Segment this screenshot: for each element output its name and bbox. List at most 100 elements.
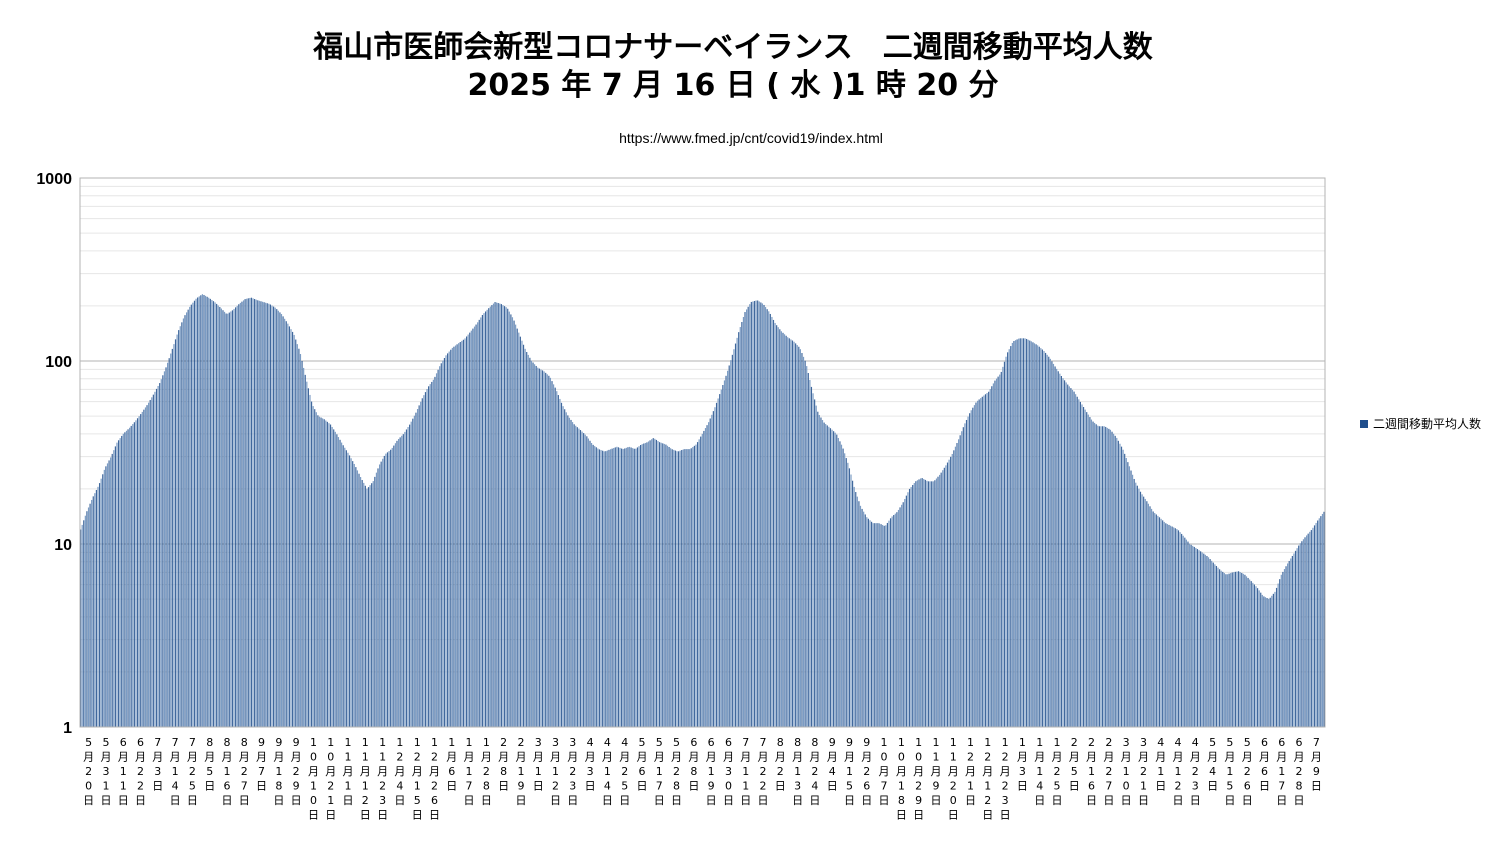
bar	[619, 447, 621, 727]
bar	[625, 447, 627, 727]
bar	[793, 341, 795, 727]
bar	[122, 433, 124, 727]
bar	[497, 303, 499, 727]
bar	[220, 308, 222, 727]
bar	[720, 389, 722, 727]
bar	[929, 481, 931, 727]
bar	[488, 308, 490, 727]
bar	[904, 498, 906, 727]
bar	[1181, 533, 1183, 727]
bar	[788, 338, 790, 727]
bar	[874, 523, 876, 727]
bar	[1256, 588, 1259, 727]
bar	[1002, 366, 1004, 727]
bar	[238, 304, 240, 727]
bar	[1010, 346, 1012, 727]
bar	[1294, 550, 1297, 727]
bar	[1026, 338, 1028, 727]
bar	[1084, 409, 1086, 727]
bar	[355, 467, 357, 727]
bar	[524, 348, 526, 727]
bar	[1279, 579, 1281, 727]
bar	[1242, 573, 1244, 727]
bar	[462, 339, 465, 727]
bar	[698, 439, 700, 727]
bar	[1147, 503, 1150, 727]
bar	[915, 481, 917, 727]
bar	[510, 314, 512, 727]
bar	[1016, 339, 1018, 727]
bar	[502, 305, 504, 727]
bar	[1120, 446, 1123, 727]
bar	[1005, 356, 1007, 727]
bar	[1268, 598, 1270, 727]
bar	[98, 483, 101, 727]
bar	[581, 431, 583, 727]
bar	[100, 478, 102, 727]
bar	[1065, 382, 1067, 727]
bar	[1200, 551, 1202, 727]
bar	[407, 427, 409, 727]
bar	[957, 439, 960, 727]
bar	[1285, 566, 1287, 727]
chart-subtitle-url: https://www.fmed.jp/cnt/covid19/index.ht…	[619, 130, 883, 146]
bar	[551, 381, 553, 727]
bar	[1109, 429, 1112, 727]
bar	[372, 481, 374, 727]
bar	[363, 482, 365, 727]
bar	[969, 413, 971, 727]
bar	[965, 419, 968, 727]
bar	[527, 354, 529, 727]
bar	[92, 496, 94, 727]
bar	[483, 313, 485, 727]
bar	[285, 321, 287, 727]
bar	[163, 371, 166, 727]
bar	[554, 387, 556, 727]
bar	[344, 447, 346, 727]
bar	[1245, 576, 1248, 727]
bar	[138, 416, 140, 727]
bar	[815, 405, 817, 727]
bar	[946, 462, 949, 727]
bar	[760, 302, 762, 727]
bar	[665, 444, 667, 727]
bar	[307, 388, 309, 727]
bar	[869, 520, 871, 727]
bar	[1059, 373, 1061, 727]
bar	[192, 302, 194, 727]
bar	[503, 306, 506, 727]
bar	[1030, 341, 1032, 727]
bar	[571, 422, 574, 727]
bar	[1293, 553, 1295, 727]
bar	[804, 360, 806, 727]
bar	[1097, 425, 1099, 727]
bar	[842, 448, 844, 727]
bar	[117, 440, 120, 727]
bar	[1282, 571, 1284, 727]
bar	[1144, 498, 1146, 727]
bar	[1013, 340, 1015, 727]
bar	[91, 499, 93, 727]
bar	[600, 450, 602, 727]
bar	[87, 507, 90, 727]
bar	[844, 453, 846, 727]
bar	[677, 451, 680, 727]
bar	[333, 429, 335, 727]
legend-label: 二週間移動平均人数	[1373, 417, 1482, 431]
bar	[812, 393, 814, 727]
bar	[377, 468, 379, 727]
bar	[1044, 352, 1047, 727]
bar	[1317, 520, 1319, 727]
bar	[559, 398, 561, 727]
bar	[486, 309, 488, 727]
bar	[223, 311, 226, 727]
